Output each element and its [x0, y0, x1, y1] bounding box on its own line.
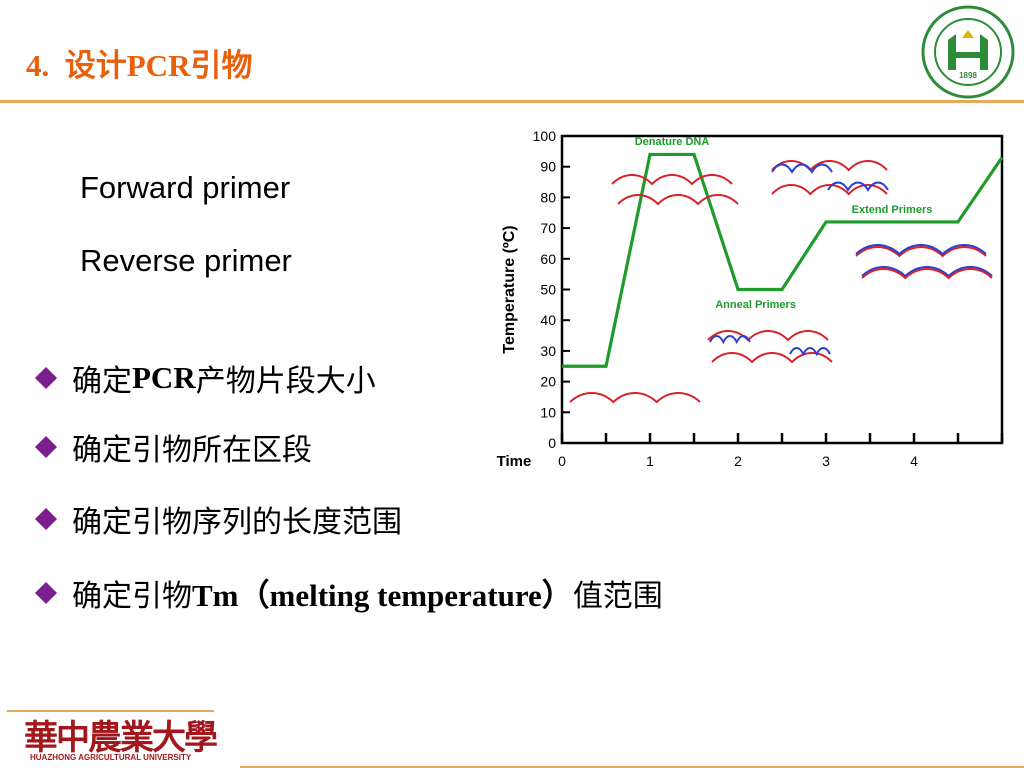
step-annotation: Anneal Primers [715, 299, 796, 311]
diamond-bullet-icon [34, 581, 58, 604]
footer-logo-chinese: 華中農業大學 [24, 718, 218, 758]
y-tick-label: 80 [540, 189, 556, 205]
slide-title: 4. 设计PCR引物 [26, 40, 252, 85]
diamond-bullet-icon [34, 366, 58, 390]
footer: 華中農業大學 HUAZHONG AGRICULTURAL UNIVERSITY [0, 706, 1024, 768]
y-tick-label: 20 [540, 374, 556, 390]
y-tick-label: 10 [540, 404, 556, 420]
bullet-1-bold: PCR [132, 360, 196, 395]
reverse-primer-label: Reverse primer [80, 243, 292, 278]
y-tick-label: 50 [540, 282, 556, 298]
dna-strand-icon [771, 184, 888, 196]
bullet-2-text: 确定引物所在区段 [72, 433, 312, 468]
step-annotation: Denature DNA [635, 136, 710, 148]
bullet-4-prefix: 确定引物 [72, 578, 192, 614]
dna-strand-icon [611, 174, 733, 186]
primer-strand-icon [827, 181, 889, 192]
title-divider [0, 100, 1024, 103]
bullet-1-suffix: 产物片段大小 [195, 364, 376, 399]
bullet-4-suffix: 值范围 [572, 578, 663, 614]
dna-strand-icon [771, 160, 888, 172]
dna-strand-icon [707, 330, 829, 342]
bullet-item-1: 确定 PCR 产物片段大小 [34, 356, 376, 400]
y-tick-label: 60 [540, 251, 556, 267]
title-number: 4. [26, 48, 50, 83]
primer-strand-icon [789, 347, 831, 357]
bullet-1-prefix: 确定 [72, 364, 132, 399]
x-tick-label: 3 [822, 453, 830, 469]
diamond-bullet-icon [34, 507, 58, 531]
bullet-item-2: 确定引物所在区段 [34, 425, 312, 469]
dna-strand-icon [861, 268, 993, 280]
bullet-3-text: 确定引物序列的长度范围 [72, 505, 402, 540]
primer-strand-icon [855, 244, 987, 256]
university-emblem-icon: 1898 [921, 5, 1015, 99]
y-tick-label: 40 [540, 312, 556, 328]
y-tick-label: 0 [548, 435, 556, 451]
x-tick-label: 0 [558, 453, 566, 469]
dna-strand-icon [711, 352, 833, 364]
logo-year: 1898 [959, 71, 977, 80]
title-text: 设计PCR引物 [64, 48, 253, 83]
dna-strand-icon [617, 194, 739, 206]
dna-strand-icon [569, 392, 701, 404]
x-tick-label: 1 [646, 453, 654, 469]
footer-logo-english: HUAZHONG AGRICULTURAL UNIVERSITY [30, 753, 192, 762]
bullet-item-3: 确定引物序列的长度范围 [34, 497, 402, 541]
primer-strand-icon [861, 266, 993, 278]
bullet-item-4: 确定引物 Tm（melting temperature） 值范围 [34, 570, 663, 615]
primer-strand-icon [771, 163, 833, 174]
y-axis-label: Temperature (ºC) [501, 225, 518, 353]
x-tick-label: 2 [734, 453, 742, 469]
y-tick-label: 70 [540, 220, 556, 236]
dna-strand-icon [855, 246, 987, 258]
diamond-bullet-icon [34, 435, 58, 459]
bullet-4-bold: Tm（melting temperature） [192, 578, 573, 613]
temperature-line [562, 152, 1004, 368]
y-tick-label: 90 [540, 159, 556, 175]
step-annotation: Extend Primers [852, 204, 933, 216]
primer-strand-icon [709, 335, 751, 345]
pcr-temperature-chart: 0 10 20 30 40 50 60 70 80 90 100 0 1 2 3 4 Time Temperatu… [497, 128, 1004, 470]
y-tick-label: 30 [540, 343, 556, 359]
forward-primer-label: Forward primer [80, 170, 291, 205]
x-axis-label: Time [497, 453, 532, 470]
footer-divider [240, 766, 1024, 768]
y-tick-label: 100 [533, 128, 557, 144]
footer-logo-frame [7, 710, 214, 712]
x-tick-label: 4 [910, 453, 918, 469]
